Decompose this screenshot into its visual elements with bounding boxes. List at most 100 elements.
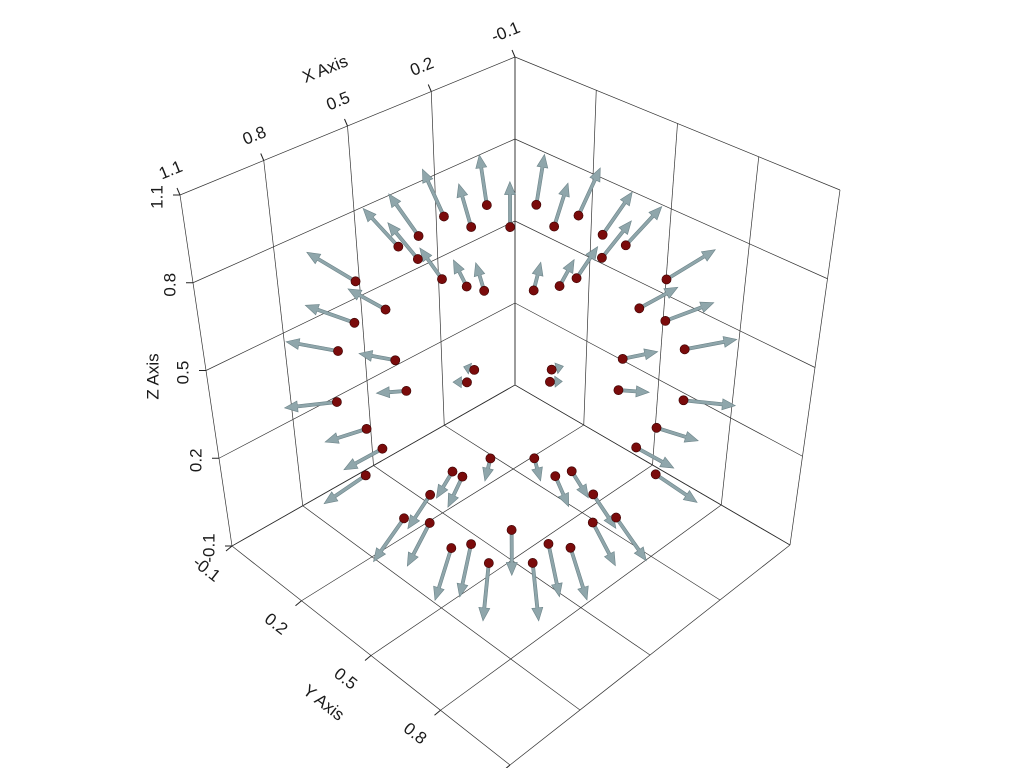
point [546, 364, 557, 375]
point [506, 525, 517, 535]
point [565, 542, 576, 553]
y-axis-title: Y Axis [299, 681, 348, 725]
point [485, 453, 496, 464]
arrow [358, 350, 396, 363]
point [439, 211, 449, 222]
z-axis-title: Z Axis [143, 353, 162, 399]
arrow [373, 516, 406, 563]
point [679, 344, 690, 355]
arrow [546, 543, 563, 598]
grid-line [440, 504, 722, 711]
point [447, 466, 458, 477]
point [588, 489, 599, 500]
point [466, 222, 477, 232]
z-tick-label: -0.1 [199, 533, 218, 562]
arrow [456, 543, 473, 598]
arrow [534, 153, 549, 206]
grid-line [514, 302, 803, 457]
point [390, 355, 401, 366]
grid-line [509, 544, 791, 766]
point [446, 543, 457, 553]
point [571, 273, 582, 284]
arrow [505, 529, 518, 577]
arrow [638, 286, 679, 311]
arrow [306, 251, 357, 284]
arrow [324, 426, 368, 444]
grid-line [514, 138, 828, 280]
x-tick [427, 84, 432, 92]
arrow [654, 472, 698, 503]
grid-line [514, 56, 841, 191]
point [613, 385, 624, 396]
point [617, 353, 628, 364]
point [424, 518, 435, 528]
point [483, 558, 494, 568]
y-tick [364, 655, 372, 661]
point [333, 346, 343, 356]
point [531, 199, 542, 210]
point [425, 489, 436, 500]
point [466, 539, 476, 550]
point [528, 285, 539, 296]
x-tick [260, 153, 265, 161]
arrow [576, 167, 601, 217]
grid-line [231, 384, 516, 547]
x-tick [176, 187, 181, 196]
arrow [388, 193, 421, 238]
point [437, 274, 447, 285]
grid-line [218, 302, 516, 459]
arrow [343, 446, 384, 471]
point [457, 471, 468, 482]
point [554, 281, 565, 291]
arrow [624, 206, 663, 247]
point [481, 200, 492, 210]
point [545, 376, 555, 387]
arrow [552, 182, 570, 228]
arrow [655, 425, 699, 443]
point [611, 512, 622, 523]
arrow [304, 304, 356, 325]
point [634, 303, 645, 314]
point [331, 397, 342, 407]
arrow [622, 348, 659, 361]
point [399, 513, 409, 524]
arrow [347, 288, 387, 312]
point [597, 229, 608, 240]
arrow [600, 220, 632, 260]
arrow [614, 516, 647, 562]
point [620, 240, 631, 251]
point [350, 276, 361, 287]
arrow [285, 338, 339, 353]
point [505, 222, 516, 232]
point [543, 538, 554, 549]
arrow [683, 336, 738, 352]
y-tick-label: 0.5 [330, 664, 360, 694]
arrow [478, 562, 491, 622]
point [361, 423, 372, 434]
x-tick [511, 49, 516, 58]
point [479, 285, 490, 296]
point [529, 453, 540, 464]
arrow [600, 191, 633, 237]
point [462, 377, 472, 388]
x-tick-label: -0.1 [488, 18, 522, 47]
x-tick [344, 118, 348, 127]
arrow [664, 301, 715, 323]
arrow [433, 547, 454, 602]
point [360, 470, 371, 481]
z-tick-label: 0.5 [173, 361, 192, 385]
point [566, 466, 577, 477]
y-tick-label: 0.2 [261, 609, 291, 639]
point [660, 315, 671, 326]
y-tick [225, 545, 233, 552]
point [650, 469, 661, 480]
x-axis-title: X Axis [300, 51, 351, 86]
arrow [387, 222, 420, 261]
grid-line [514, 384, 791, 546]
point [587, 517, 598, 528]
x-tick-label: 0.5 [324, 88, 353, 114]
z-tick-label: 1.1 [147, 185, 166, 209]
point [380, 304, 391, 315]
